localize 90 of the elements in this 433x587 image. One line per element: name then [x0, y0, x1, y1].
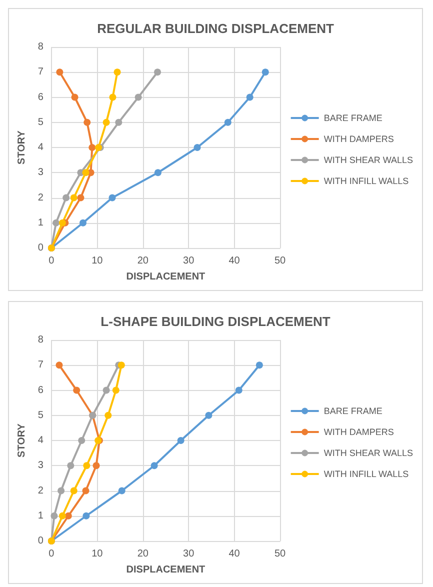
point	[64, 512, 72, 520]
point	[109, 94, 116, 101]
point	[70, 487, 78, 494]
point	[205, 412, 212, 419]
point	[88, 144, 96, 151]
point	[92, 462, 100, 470]
point	[256, 362, 263, 369]
y-tick-label: 3	[38, 167, 44, 178]
y-tick-label: 6	[38, 92, 44, 103]
y-tick-label: 0	[38, 242, 44, 254]
point	[58, 219, 66, 226]
point	[115, 118, 122, 126]
legend-label: WITH INFILL WALLS	[324, 176, 409, 186]
point	[78, 437, 86, 444]
point	[56, 68, 64, 76]
point	[73, 386, 80, 394]
y-tick-label: 3	[38, 460, 44, 472]
point	[70, 194, 78, 202]
x-tick-label: 30	[183, 548, 195, 560]
x-axis-title: DISPLACEMENT	[126, 564, 206, 576]
point	[83, 462, 90, 470]
point	[56, 362, 63, 369]
x-tick-label: 10	[92, 256, 104, 266]
point	[80, 219, 86, 226]
point	[246, 94, 254, 101]
y-tick-label: 1	[38, 510, 44, 522]
point	[62, 194, 70, 202]
legend-label: BARE FRAME	[324, 406, 382, 416]
point	[102, 386, 110, 394]
y-tick-label: 1	[38, 217, 44, 228]
legend-label: WITH DAMPERS	[324, 427, 394, 437]
y-axis-title: STORY	[16, 130, 28, 164]
y-tick-label: 8	[38, 334, 44, 346]
x-tick-label: 20	[137, 256, 149, 266]
point	[224, 118, 232, 126]
legend-label: WITH SHEAR WALLS	[324, 448, 414, 458]
point	[154, 68, 162, 76]
y-tick-label: 4	[38, 142, 44, 153]
point	[154, 169, 162, 176]
point	[58, 512, 66, 520]
x-tick-label: 50	[274, 548, 286, 560]
point	[194, 144, 201, 151]
point	[82, 487, 90, 494]
x-tick-label: 50	[274, 256, 286, 266]
point	[50, 512, 58, 520]
x-tick-label: 0	[48, 256, 55, 266]
y-tick-label: 7	[38, 66, 44, 78]
y-tick-label: 6	[38, 384, 44, 396]
y-tick-label: 0	[38, 536, 44, 546]
y-tick-label: 8	[38, 42, 44, 52]
point	[112, 386, 120, 394]
point	[108, 194, 116, 202]
point	[82, 169, 90, 176]
point	[262, 68, 269, 76]
y-tick-label: 2	[38, 485, 44, 496]
y-tick-label: 4	[38, 435, 44, 446]
point	[118, 362, 125, 369]
legend-label: WITH INFILL WALLS	[324, 469, 409, 479]
point	[58, 487, 65, 494]
y-tick-label: 5	[38, 116, 44, 128]
point	[114, 68, 121, 76]
point	[84, 118, 91, 126]
chart-title: REGULAR BUILDING DISPLACEMENT	[97, 21, 334, 36]
point	[71, 94, 78, 101]
point	[177, 437, 184, 444]
y-tick-label: 7	[38, 360, 44, 371]
point	[235, 386, 242, 394]
y-tick-label: 5	[38, 410, 44, 421]
legend-label: BARE FRAME	[324, 113, 382, 123]
x-tick-label: 20	[137, 548, 149, 560]
point	[150, 462, 158, 470]
point	[52, 219, 60, 226]
point	[134, 94, 142, 101]
x-tick-label: 0	[48, 548, 55, 560]
point	[118, 487, 126, 494]
y-axis-title: STORY	[16, 423, 28, 458]
legend-label: WITH DAMPERS	[324, 134, 394, 144]
point	[67, 462, 74, 470]
x-axis-title: DISPLACEMENT	[126, 272, 206, 282]
legend-label: WITH SHEAR WALLS	[324, 155, 414, 165]
x-tick-label: 40	[228, 548, 240, 560]
y-tick-label: 2	[38, 192, 44, 204]
x-tick-label: 40	[228, 256, 240, 266]
x-tick-label: 30	[183, 256, 195, 266]
x-tick-label: 10	[92, 548, 104, 560]
point	[77, 194, 84, 202]
point	[82, 512, 90, 520]
point	[104, 412, 112, 419]
point	[102, 118, 110, 126]
chart-title: L-SHAPE BUILDING DISPLACEMENT	[100, 314, 330, 329]
